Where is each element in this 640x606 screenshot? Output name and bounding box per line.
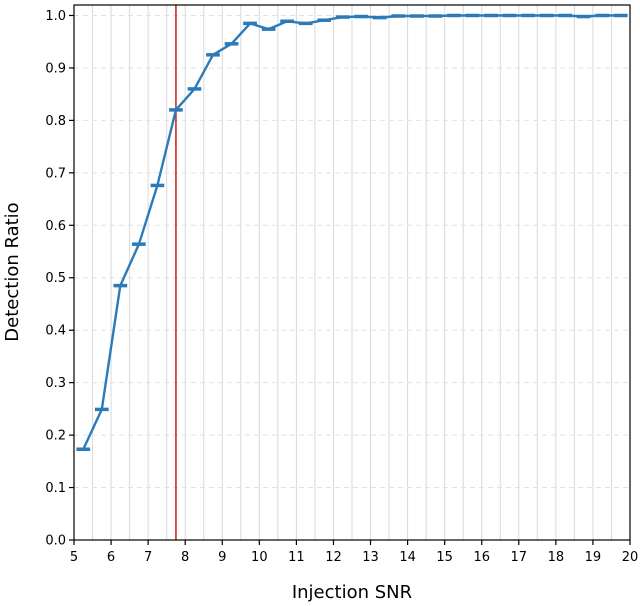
x-tick-label: 15 [436,550,453,565]
x-axis-title: Injection SNR [292,582,412,603]
y-tick-label: 0.4 [45,324,66,339]
x-tick-label: 13 [362,550,379,565]
y-tick-label: 0.2 [45,429,66,444]
x-tick-label: 18 [548,550,565,565]
y-tick-label: 0.9 [45,61,66,76]
x-tick-label: 11 [288,550,305,565]
x-tick-label: 19 [585,550,602,565]
data-series [76,5,628,540]
x-tick-label: 20 [622,550,639,565]
y-tick-label: 0.6 [45,219,66,234]
y-tick-label: 1.0 [45,9,66,24]
y-tick-label: 0.5 [45,271,66,286]
y-tick-label: 0.0 [45,534,66,549]
x-tick-label: 12 [325,550,342,565]
x-tick-label: 6 [107,550,115,565]
x-tick-label: 9 [218,550,226,565]
y-axis-title: Detection Ratio [2,202,23,341]
x-tick-label: 8 [181,550,189,565]
y-tick-label: 0.8 [45,114,66,129]
x-tick-label: 16 [473,550,490,565]
plot-frame [73,4,631,541]
grid-lines [74,5,630,540]
x-tick-label: 5 [70,550,78,565]
y-tick-label: 0.3 [45,376,66,391]
x-tick-label: 7 [144,550,152,565]
y-tick-label: 0.7 [45,166,66,181]
axis-ticks: 5 6 7 8 9 10 11 12 13 14 15 16 17 18 19 20 0.0 0.1 0.2 0.3 0… [45,9,638,565]
y-tick-label: 0.1 [45,481,66,496]
x-tick-label: 14 [399,550,416,565]
x-tick-label: 17 [511,550,528,565]
x-tick-label: 10 [251,550,268,565]
